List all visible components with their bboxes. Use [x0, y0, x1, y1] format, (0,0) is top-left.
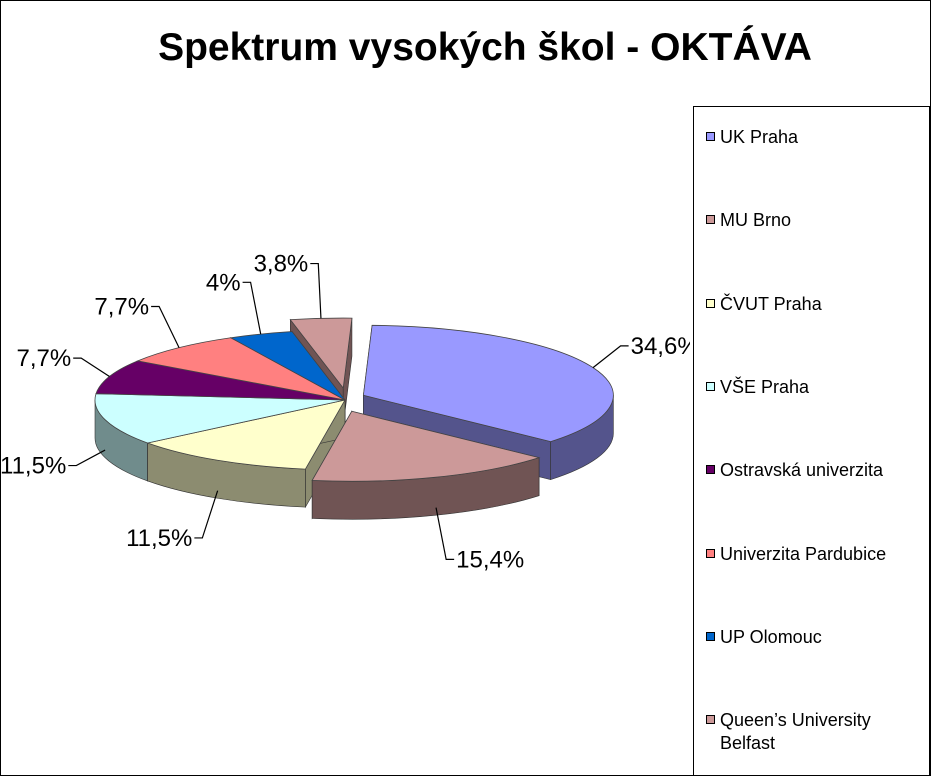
pie-chart: 34,6% 15,4% 11,5% 11,5% 7,7% 7,7% 4% 3,8%	[0, 251, 690, 574]
legend-item: UK Praha	[706, 126, 926, 149]
legend-swatch	[706, 215, 715, 225]
leader-line	[68, 449, 106, 467]
pie-slice-univerzita-pardubice	[136, 337, 346, 401]
pie-slice-queen-s-university-belfast	[289, 317, 353, 390]
legend-label: Ostravská univerzita	[720, 460, 884, 481]
leader-line	[310, 262, 322, 319]
pie-slice-vs-e-praha	[94, 393, 346, 444]
legend-label: UK Praha	[720, 127, 799, 147]
legend-item: Univerzita Pardubice	[706, 543, 926, 566]
legend-label: Univerzita Pardubice	[720, 543, 887, 564]
pie-tops	[94, 317, 614, 482]
legend-swatch	[706, 132, 715, 141]
data-label: 11,5%	[126, 525, 192, 552]
pie-slice-uk-praha	[362, 324, 614, 443]
leader-line	[592, 345, 629, 369]
data-label: 4%	[206, 269, 241, 296]
pie-slice-mu-brno	[311, 410, 541, 482]
legend-label: VŠE Praha	[720, 376, 810, 397]
legend: UK Praha MU Brno ČVUT Praha VŠE Praha Ostrav…	[693, 106, 930, 776]
legend-swatch	[706, 715, 715, 725]
leader-line	[242, 281, 262, 335]
legend-swatch	[706, 631, 715, 641]
pie-slice-c-vut-praha	[146, 399, 346, 470]
data-label: 34,6%	[631, 333, 690, 360]
data-label: 15,4%	[456, 546, 524, 573]
legend-label: ČVUT Praha	[720, 293, 822, 314]
legend-swatch	[706, 298, 715, 308]
legend-label: UP Olomouc	[720, 626, 822, 647]
legend-item: UP Olomouc	[706, 626, 926, 649]
data-label: 7,7%	[17, 345, 72, 372]
leader-line	[435, 507, 455, 560]
leader-line	[194, 490, 219, 539]
legend-label: MU Brno	[720, 210, 792, 231]
legend-item: VŠE Praha	[706, 376, 926, 399]
legend-swatch	[706, 465, 715, 475]
legend-label: Queen’s University Belfast	[720, 710, 871, 754]
legend-swatch	[706, 548, 715, 558]
legend-item: Queen’s University Belfast	[706, 709, 926, 755]
chart-title: Spektrum vysokých škol - OKTÁVA	[158, 26, 812, 69]
legend-item: MU Brno	[706, 209, 926, 232]
leader-line	[73, 357, 110, 378]
leader-line	[151, 305, 180, 348]
pie-slice-up-olomouc	[229, 331, 346, 401]
pie-labels: 34,6% 15,4% 11,5% 11,5% 7,7% 7,7% 4% 3,8%	[0, 251, 690, 574]
data-label: 3,8%	[254, 251, 309, 278]
legend-item: ČVUT Praha	[706, 293, 926, 316]
legend-item: Ostravská univerzita	[706, 459, 926, 482]
legend-swatch	[706, 381, 715, 391]
data-label: 7,7%	[94, 294, 149, 321]
data-label: 11,5%	[0, 453, 66, 480]
